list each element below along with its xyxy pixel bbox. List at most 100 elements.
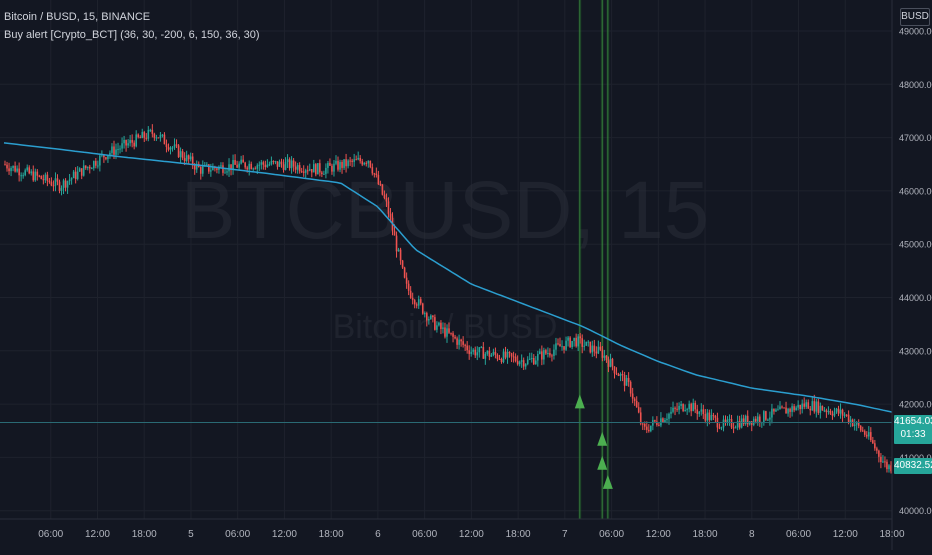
time-tick-label: 06:00	[599, 529, 624, 540]
candle-body	[801, 403, 803, 410]
candle-body	[377, 174, 380, 185]
candle-body	[436, 325, 438, 330]
time-tick-label: 18:00	[506, 529, 531, 540]
candle-body	[212, 166, 214, 171]
indicator-legend[interactable]: Buy alert [Crypto_BCT] (36, 30, -200, 6,…	[4, 29, 260, 41]
candle-body	[248, 163, 251, 170]
candle-body	[676, 408, 678, 410]
candle-body	[220, 165, 222, 167]
candle-body	[107, 155, 109, 160]
candle-body	[662, 418, 664, 423]
time-tick-label: 6	[375, 529, 381, 540]
candle-body	[502, 351, 505, 363]
candle-body	[280, 161, 283, 165]
candle-body	[787, 408, 789, 414]
candle-body	[409, 290, 412, 298]
candle-body	[141, 132, 144, 139]
candle-body	[417, 299, 420, 306]
candle-body	[565, 340, 567, 350]
candle-body	[526, 359, 529, 365]
candle-body	[821, 405, 824, 411]
candle-body	[238, 163, 240, 168]
price-tick-label: 43000.00	[899, 346, 932, 356]
candle-body	[696, 409, 699, 414]
candle-body	[270, 160, 273, 165]
candle-body	[876, 448, 878, 451]
candle-body	[553, 349, 555, 356]
candle-body	[442, 327, 444, 329]
candle-body	[327, 162, 329, 168]
candle-body	[428, 318, 430, 321]
candle-body	[754, 418, 757, 422]
candle-body	[216, 168, 218, 170]
candle-body	[262, 162, 265, 165]
candle-body	[474, 349, 477, 356]
candle-body	[561, 346, 563, 348]
candle-body	[411, 297, 414, 301]
candle-body	[859, 425, 862, 431]
candle-body	[232, 160, 234, 170]
candle-body	[169, 147, 172, 150]
candle-body	[298, 165, 301, 172]
candle-body	[559, 343, 561, 347]
candle-body	[173, 144, 176, 148]
time-tick-label: 06:00	[786, 529, 811, 540]
candle-body	[783, 407, 785, 409]
candle-body	[498, 358, 501, 360]
candle-body	[28, 167, 31, 174]
time-axis[interactable]: 06:00 12:00 18:00 5 06:00 12:00 18:00 6 06:00 12:…	[38, 529, 905, 540]
candle-body	[577, 336, 579, 347]
candle-body	[744, 415, 747, 424]
candle-body	[720, 427, 723, 429]
candle-body	[300, 171, 303, 173]
candle-body	[779, 406, 781, 410]
candle-body	[434, 317, 436, 330]
candle-body	[686, 409, 688, 411]
candle-body	[355, 159, 357, 161]
candle-body	[151, 129, 154, 134]
candle-body	[694, 402, 697, 410]
candle-body	[759, 416, 761, 423]
candle-body	[619, 374, 622, 377]
candle-body	[137, 134, 140, 138]
candle-body	[351, 160, 353, 162]
candle-body	[514, 356, 517, 361]
candle-body	[629, 381, 632, 394]
candle-body	[367, 160, 370, 164]
candle-body	[476, 352, 479, 356]
price-tick-label: 49000.00	[899, 27, 932, 37]
candle-body	[700, 409, 703, 412]
candle-body	[375, 173, 378, 175]
price-tick-label: 40000.00	[899, 506, 932, 516]
candle-body	[803, 403, 806, 407]
candle-body	[587, 341, 590, 343]
candle-body	[603, 355, 606, 358]
candle-body	[668, 413, 670, 419]
candle-body	[532, 357, 535, 365]
candle-body	[226, 171, 228, 173]
candle-body	[195, 163, 198, 170]
candle-body	[599, 346, 602, 350]
candle-body	[302, 171, 305, 173]
candle-body	[518, 361, 521, 365]
candle-body	[706, 412, 709, 421]
candle-body	[109, 152, 111, 156]
candle-body	[444, 327, 446, 337]
candle-body	[595, 351, 598, 354]
currency-button[interactable]: BUSD	[900, 8, 930, 26]
candle-body	[680, 403, 682, 406]
candle-body	[252, 168, 255, 170]
candle-body	[530, 357, 533, 359]
candle-body	[167, 146, 170, 150]
candle-body	[545, 350, 547, 354]
price-tick-label: 41000.00	[899, 453, 932, 463]
candle-body	[708, 412, 711, 421]
last-price-label: 40832.52	[894, 460, 932, 472]
candle-body	[93, 161, 95, 169]
symbol-legend[interactable]: Bitcoin / BUSD, 15, BINANCE	[4, 11, 151, 23]
price-axis[interactable]: 49000.00 48000.00 47000.00 46000.00 45000.00…	[899, 27, 932, 517]
candle-body	[664, 419, 666, 423]
